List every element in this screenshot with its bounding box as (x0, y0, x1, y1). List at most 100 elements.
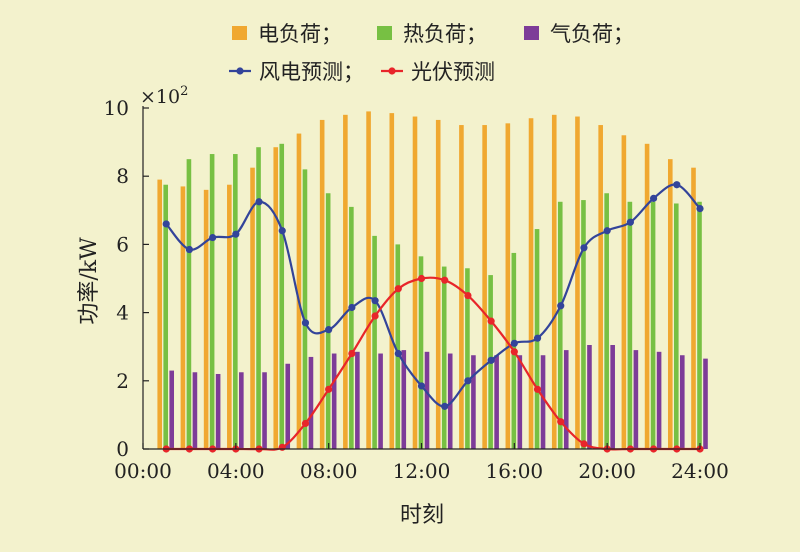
bar-s1-h2 (180, 186, 186, 449)
bar-s1-h11 (389, 113, 395, 450)
legend-label-bar-2: 热负荷； (403, 22, 487, 46)
bar-s1-h10 (366, 111, 371, 449)
line-s1-point-21 (626, 218, 634, 226)
y-tick-label-0: 0 (116, 437, 129, 461)
legend-label-line-1: 风电预测； (259, 60, 364, 84)
bar-s2-h6 (279, 143, 285, 449)
bar-s1-h3 (203, 189, 209, 449)
bar-s1-h17 (528, 118, 534, 449)
bar-s3-h10 (378, 353, 383, 449)
bar-s2-h5 (256, 147, 261, 449)
bar-s3-h6 (285, 363, 291, 449)
x-tick-label-4: 04:00 (207, 459, 265, 483)
bar-s1-h14 (459, 125, 464, 450)
bar-s1-h5 (250, 167, 255, 449)
line-s1-point-16 (510, 339, 518, 347)
x-tick-label-12: 12:00 (393, 459, 451, 483)
x-tick-label-20: 20:00 (578, 459, 636, 483)
line-s2-point-18 (557, 418, 565, 426)
y-tick-label-4: 4 (116, 301, 129, 325)
bar-s2-h20 (604, 193, 609, 449)
legend-swatch-bar-3 (524, 26, 539, 40)
line-s1-point-10 (371, 297, 379, 305)
bar-s1-h22 (644, 143, 650, 449)
bar-s2-h13 (441, 266, 447, 449)
bar-s3-h16 (517, 355, 523, 449)
bar-s2-h12 (418, 256, 424, 449)
legend-label-bar-3: 气负荷； (550, 22, 634, 46)
bar-s1-h23 (667, 159, 673, 449)
bar-s3-h5 (262, 372, 267, 449)
bar-s3-h20 (610, 345, 615, 449)
bar-s3-h21 (633, 350, 639, 449)
line-s1-point-4 (232, 230, 240, 238)
line-s2-point-8 (325, 385, 333, 393)
bar-s3-h13 (447, 353, 453, 449)
bar-s3-h17 (540, 355, 546, 449)
line-s2-point-6 (278, 443, 286, 451)
line-s1-point-15 (487, 356, 495, 364)
bar-s3-h11 (401, 350, 407, 449)
bar-s3-h18 (563, 350, 569, 449)
y-axis-multiplier: ×102 (140, 84, 188, 108)
bar-s3-h14 (471, 355, 476, 449)
line-s2-point-17 (533, 385, 542, 393)
bar-s1-h6 (273, 147, 279, 449)
line-s2-point-12 (417, 274, 426, 283)
bar-s3-h3 (215, 373, 221, 449)
line-s1-point-11 (394, 349, 402, 358)
line-s1-point-7 (301, 319, 310, 327)
line-s1-point-3 (209, 233, 217, 242)
line-s1-point-14 (464, 377, 472, 385)
bar-s1-h12 (412, 116, 418, 449)
legend: 电负荷； 热负荷； 气负荷； 风电预测； 光伏预测 (229, 22, 634, 84)
line-s1-point-24 (696, 205, 704, 213)
line-s1-point-22 (649, 194, 658, 202)
line-s1-point-6 (278, 227, 286, 235)
y-tick-label-10: 10 (104, 96, 129, 120)
bar-s1-h8 (319, 119, 325, 450)
bar-s2-h19 (581, 200, 586, 449)
line-s2-point-15 (487, 317, 495, 325)
y-axis-label: 功率/kW (77, 237, 102, 325)
line-s1-point-8 (325, 326, 333, 334)
bar-s2-h8 (325, 193, 331, 449)
line-s1-point-9 (348, 303, 356, 312)
bar-s2-h10 (372, 235, 377, 450)
bar-s1-h13 (435, 119, 441, 450)
line-s1-point-18 (557, 302, 565, 310)
line-s1-point-20 (603, 227, 611, 235)
x-tick-label-24: 24:00 (671, 459, 729, 483)
bar-s1-h1 (157, 179, 163, 450)
x-tick-label-16: 16:00 (486, 459, 544, 483)
legend-label-line-2: 光伏预测 (411, 60, 495, 84)
bar-s3-h12 (424, 351, 430, 449)
bar-s2-h22 (650, 201, 656, 449)
line-s1-point-19 (580, 244, 588, 252)
bars (157, 111, 708, 450)
bar-s1-h18 (551, 114, 557, 449)
bar-s2-h18 (557, 201, 563, 449)
line-s2-point-13 (441, 276, 449, 284)
bar-s2-h9 (349, 206, 354, 449)
bar-s1-h9 (343, 114, 348, 449)
legend-swatch-bar-2 (377, 26, 392, 40)
bar-s3-h8 (331, 353, 337, 449)
line-s1-point-17 (533, 334, 542, 342)
line-s1-point-23 (673, 181, 681, 189)
bar-s2-h7 (302, 169, 308, 449)
y-tick-label-6: 6 (116, 232, 129, 256)
line-s2-point-19 (580, 440, 588, 448)
line-s2-point-10 (371, 312, 379, 320)
bar-s3-h24 (703, 358, 708, 449)
y-tick-label-8: 8 (116, 164, 129, 188)
line-s1-point-5 (255, 198, 263, 206)
x-tick-label-0: 00:00 (114, 459, 172, 483)
bar-s3-h19 (587, 345, 592, 449)
bar-s1-h24 (691, 167, 696, 449)
line-s1-point-1 (162, 220, 170, 228)
bar-s2-h24 (697, 201, 702, 449)
bar-s2-h3 (209, 154, 215, 450)
bar-s3-h22 (656, 351, 662, 449)
